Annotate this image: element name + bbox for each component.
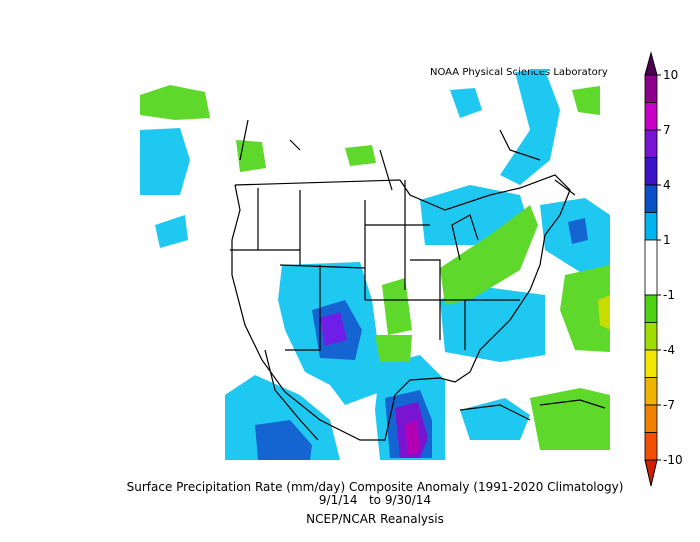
colorbar-under bbox=[644, 459, 658, 487]
colorbar-band bbox=[644, 239, 658, 296]
colorbar-over bbox=[644, 51, 658, 76]
colorbar-band bbox=[644, 432, 658, 461]
dataset: NCEP/NCAR Reanalysis bbox=[306, 512, 444, 526]
title: Surface Precipitation Rate (mm/day) Comp… bbox=[127, 480, 624, 494]
colorbar-tick-label: 4 bbox=[663, 178, 671, 192]
source-label: NOAA Physical Sciences Laboratory bbox=[430, 67, 608, 78]
colorbar-tick-label: 7 bbox=[663, 123, 671, 137]
colorbar-tick-label: -1 bbox=[663, 288, 675, 302]
colorbar-band bbox=[644, 102, 658, 131]
colorbar-tick-label: 1 bbox=[663, 233, 671, 247]
colorbar-band bbox=[644, 322, 658, 351]
high-anomaly-areas bbox=[320, 295, 610, 458]
colorbar-band bbox=[644, 184, 658, 213]
colorbar-band bbox=[644, 129, 658, 158]
boundaries bbox=[230, 119, 606, 441]
colorbar-tick-label: -4 bbox=[663, 343, 675, 357]
colorbar-band bbox=[644, 404, 658, 433]
colorbar-band bbox=[644, 74, 658, 103]
colorbar-tick-label: -10 bbox=[663, 453, 683, 467]
colorbar-band bbox=[644, 294, 658, 323]
colorbar-tick-label: 10 bbox=[663, 68, 678, 82]
colorbar-band bbox=[644, 377, 658, 406]
colorbar-band bbox=[644, 212, 658, 241]
colorbar: 10 7 4 1 -1 -4 -7 -10 bbox=[644, 51, 683, 487]
date-range: 9/1/14 to 9/30/14 bbox=[319, 493, 431, 507]
colorbar-band bbox=[644, 157, 658, 186]
map bbox=[140, 70, 610, 460]
colorbar-band bbox=[644, 349, 658, 378]
colorbar-tick-label: -7 bbox=[663, 398, 675, 412]
